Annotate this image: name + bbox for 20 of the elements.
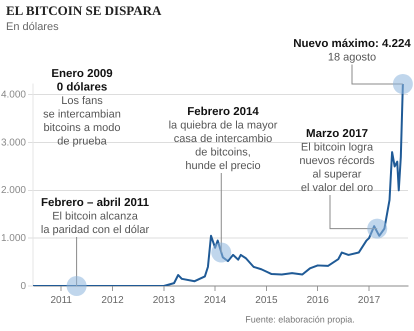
y-tick-label: 1.000 xyxy=(0,232,26,244)
y-tick-label: 2.000 xyxy=(0,185,26,196)
chart-subtitle: En dólares xyxy=(6,21,59,33)
x-tick-label: 2013 xyxy=(152,294,176,306)
annotation: Febrero – abril 2011 El bitcoin alcanza la paridad con el dólar xyxy=(40,197,150,236)
x-tick-label: 2012 xyxy=(101,294,124,306)
x-tick-label: 2016 xyxy=(306,294,330,306)
chart-title: EL BITCOIN SE DISPARA xyxy=(6,3,162,19)
source-note: Fuente: elaboración propia. xyxy=(245,314,355,324)
x-tick-label: 2017 xyxy=(358,294,381,306)
annotation: Enero 2009 0 dólares Los fans se intercambian bitcoins a modo de prueba xyxy=(43,68,121,148)
annotation: Marzo 2017 El bitcoin logra nuevos récords al superar el valor del oro xyxy=(299,128,376,194)
x-tick-label: 2011 xyxy=(50,294,72,306)
x-tick-label: 2015 xyxy=(255,294,278,306)
y-tick-label: 4.000 xyxy=(0,89,26,100)
annotation: Febrero 2014 la quiebra de la mayor casa de intercambio de bitcoins, hunde el precio xyxy=(168,106,278,172)
annotation: Nuevo máximo: 4.224 18 agosto xyxy=(293,38,412,64)
y-tick-label: 3.000 xyxy=(0,137,26,148)
x-tick-label: 2014 xyxy=(204,294,227,306)
y-tick-label: 0 xyxy=(20,280,26,292)
